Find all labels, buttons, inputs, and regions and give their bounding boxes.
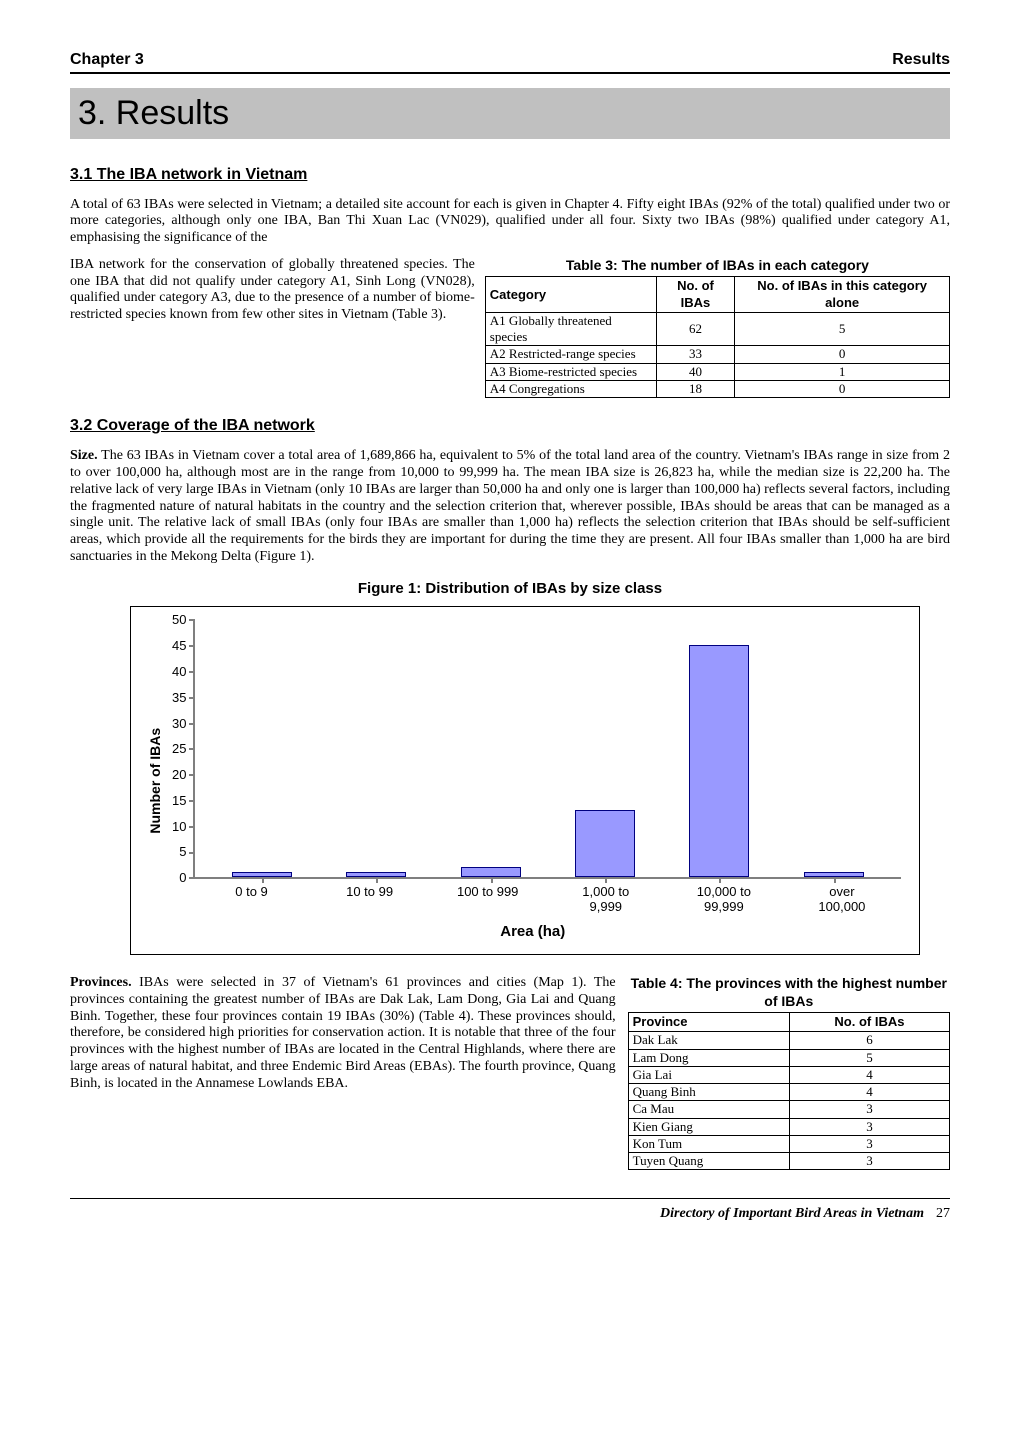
intro-para-left: IBA network for the conservation of glob… xyxy=(70,257,475,324)
chart-xlabel: Area (ha) xyxy=(165,923,902,942)
table-3-col-count: No. of IBAs xyxy=(656,277,735,313)
footer-page-number: 27 xyxy=(936,1205,950,1223)
figure-1-caption: Figure 1: Distribution of IBAs by size c… xyxy=(70,580,950,599)
provinces-label: Provinces. xyxy=(70,975,132,990)
table-row: Gia Lai4 xyxy=(628,1066,949,1083)
section-3-2-heading: 3.2 Coverage of the IBA network xyxy=(70,416,950,436)
bar xyxy=(684,619,754,877)
table-row: Ca Mau3 xyxy=(628,1101,949,1118)
size-text: The 63 IBAs in Vietnam cover a total are… xyxy=(70,448,950,564)
table-3-col-category: Category xyxy=(485,277,656,313)
table-row: Quang Binh4 xyxy=(628,1084,949,1101)
table-row: Kien Giang3 xyxy=(628,1118,949,1135)
table-3-caption: Table 3: The number of IBAs in each cate… xyxy=(485,257,950,275)
provinces-text: IBAs were selected in 37 of Vietnam's 61… xyxy=(70,975,616,1091)
header-rule xyxy=(70,72,950,74)
header-chapter: Chapter 3 xyxy=(70,50,144,70)
chart-ylabel: Number of IBAs xyxy=(143,619,165,942)
bar xyxy=(456,619,526,877)
chart-plot xyxy=(193,619,902,879)
table-row: Dak Lak6 xyxy=(628,1032,949,1049)
table-4: Province No. of IBAs Dak Lak6Lam Dong5Gi… xyxy=(628,1012,950,1170)
chart-xticks: 0 to 910 to 99100 to 9991,000 to9,99910,… xyxy=(165,885,902,915)
table-row: A1 Globally threatened species625 xyxy=(485,312,949,346)
table-row: A2 Restricted-range species330 xyxy=(485,346,949,363)
bar xyxy=(799,619,869,877)
bar xyxy=(341,619,411,877)
footer-rule xyxy=(70,1198,950,1199)
footer-book-title: Directory of Important Bird Areas in Vie… xyxy=(660,1205,924,1223)
table-3-col-alone: No. of IBAs in this category alone xyxy=(735,277,950,313)
table-row: Tuyen Quang3 xyxy=(628,1153,949,1170)
bar xyxy=(570,619,640,877)
size-para: Size. The 63 IBAs in Vietnam cover a tot… xyxy=(70,448,950,566)
table-row: A3 Biome-restricted species401 xyxy=(485,363,949,380)
table-row: Kon Tum3 xyxy=(628,1135,949,1152)
intro-para-top: A total of 63 IBAs were selected in Viet… xyxy=(70,197,950,247)
table-3: Category No. of IBAs No. of IBAs in this… xyxy=(485,276,950,398)
table-row: Lam Dong5 xyxy=(628,1049,949,1066)
section-3-1-heading: 3.1 The IBA network in Vietnam xyxy=(70,165,950,185)
table-row: A4 Congregations180 xyxy=(485,380,949,397)
table-4-col-count: No. of IBAs xyxy=(789,1013,949,1032)
table-4-caption: Table 4: The provinces with the highest … xyxy=(628,975,950,1010)
provinces-para: Provinces. IBAs were selected in 37 of V… xyxy=(70,975,616,1093)
header-section: Results xyxy=(892,50,950,70)
figure-1-chart: Number of IBAs 50454035302520151050 0 to… xyxy=(130,606,920,955)
bar xyxy=(227,619,297,877)
table-4-col-province: Province xyxy=(628,1013,789,1032)
running-header: Chapter 3 Results xyxy=(70,50,950,70)
page-footer: Directory of Important Bird Areas in Vie… xyxy=(70,1205,950,1223)
size-label: Size. xyxy=(70,448,98,463)
chapter-title: 3. Results xyxy=(70,88,950,139)
